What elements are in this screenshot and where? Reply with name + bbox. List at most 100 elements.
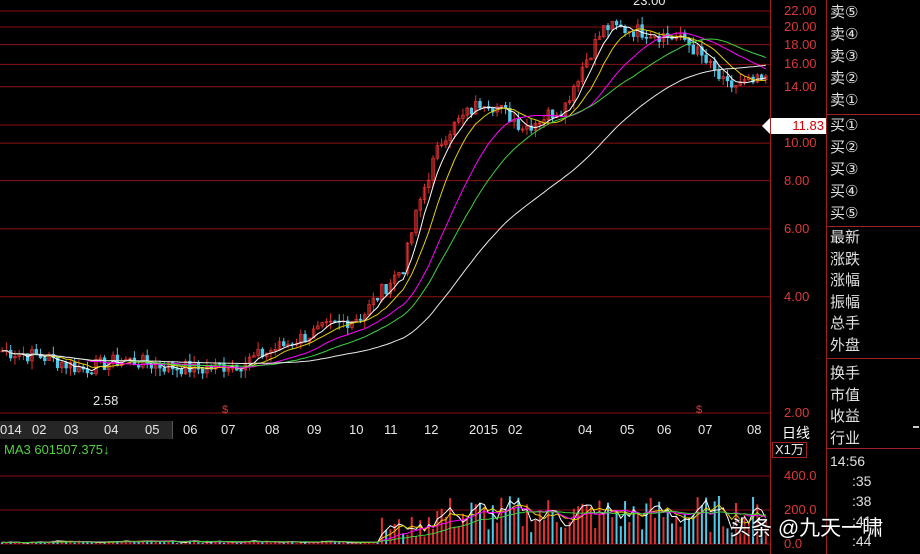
month-label: 06 — [657, 422, 672, 437]
quote-field-label: 总手 — [830, 315, 861, 332]
candle-body — [759, 74, 764, 80]
candle-body — [175, 368, 179, 371]
candle-body — [316, 325, 320, 330]
candle-body — [277, 341, 282, 350]
candle-body — [734, 84, 738, 88]
candle-body — [64, 362, 68, 369]
candle-body — [593, 38, 597, 59]
panel-separator — [826, 448, 920, 449]
month-label: 07 — [221, 422, 236, 437]
month-label: 08 — [747, 422, 762, 437]
split-marker-icon[interactable]: $ — [696, 404, 703, 416]
volume-indicator-label[interactable]: MA3 601507.375↓ — [4, 442, 110, 457]
month-label: 08 — [265, 422, 280, 437]
quote-field-label: 收益 — [830, 408, 861, 425]
candle-body — [576, 81, 580, 87]
month-label: 05 — [145, 422, 160, 437]
quote-field-label: 涨跌 — [830, 250, 861, 268]
candle-body — [610, 20, 614, 31]
candle-body — [13, 356, 17, 359]
candle-body — [721, 76, 725, 80]
candle-body — [640, 24, 644, 38]
volume-axis-label: 200.0 — [784, 502, 817, 517]
price-axis-label: 20.00 — [784, 18, 817, 34]
panel-separator — [826, 226, 920, 227]
month-label: 12 — [424, 422, 439, 437]
current-price-tag: 11.83 — [762, 118, 826, 134]
high-price-label: 23.00 — [633, 0, 666, 8]
candle-body — [405, 242, 410, 274]
candle-body — [730, 80, 734, 88]
sell-level-label: 卖③ — [830, 48, 859, 65]
candle-body — [102, 357, 107, 371]
candle-body — [324, 321, 329, 324]
candle-body — [282, 341, 286, 347]
buy-level-label: 买③ — [830, 161, 859, 178]
buy-level-label: 买② — [830, 139, 859, 156]
period-daily-button[interactable]: 日线 — [782, 425, 810, 441]
candle-body — [98, 357, 102, 360]
candle-body — [350, 320, 354, 328]
candle-body — [469, 107, 474, 115]
ma10-line — [2, 28, 766, 370]
candle-body — [431, 157, 435, 181]
split-marker-icon[interactable]: $ — [222, 404, 229, 416]
candle-body — [401, 272, 405, 274]
month-label: 09 — [307, 422, 322, 437]
candle-body — [584, 59, 589, 68]
candle-body — [90, 372, 94, 375]
month-label: 2015 — [469, 422, 498, 437]
candle-body — [8, 350, 13, 359]
candle-body — [328, 320, 333, 323]
buy-level-label: 买④ — [830, 183, 859, 200]
volume-unit-label[interactable]: X1万 — [772, 442, 807, 458]
industry-indicator — [913, 426, 919, 428]
tick-time: :44 — [852, 533, 872, 549]
candle-body — [26, 353, 30, 362]
candle-body — [392, 274, 397, 284]
candle-body — [371, 297, 376, 306]
candle-body — [375, 297, 380, 301]
candle-body — [94, 358, 98, 375]
buy-level-label: 买⑤ — [830, 205, 859, 222]
candle-body — [320, 322, 324, 327]
sell-level-label: 卖④ — [830, 26, 859, 43]
sell-level-label: 卖① — [830, 92, 859, 109]
candle-body — [179, 368, 184, 375]
candle-body — [520, 128, 525, 131]
volume-ma-line — [2, 510, 766, 544]
buy-level-label: 买① — [830, 117, 859, 134]
price-axis-label: 16.00 — [784, 56, 817, 72]
candle-body — [708, 61, 713, 63]
volume-chart[interactable] — [0, 440, 770, 554]
candle-body — [525, 125, 529, 130]
quote-field-label: 振幅 — [830, 293, 861, 311]
panel-divider — [826, 0, 827, 554]
candle-body — [725, 76, 730, 82]
candle-body — [414, 209, 418, 234]
candle-body — [738, 81, 742, 86]
candle-body — [580, 66, 585, 82]
candle-body — [563, 102, 568, 116]
quote-field-label: 涨幅 — [830, 272, 861, 289]
tick-time: :38 — [852, 493, 872, 509]
month-label: 10 — [349, 422, 364, 437]
price-axis-label: 6.00 — [784, 220, 810, 236]
candle-body — [47, 354, 51, 362]
candle-body — [474, 101, 478, 115]
candle-body — [43, 357, 47, 362]
tick-time: 14:56 — [830, 453, 866, 469]
price-chart[interactable] — [0, 0, 770, 420]
candle-body — [717, 69, 721, 80]
candle-body — [461, 114, 465, 119]
candle-body — [388, 282, 393, 295]
candle-body — [427, 179, 431, 188]
price-axis-label: 8.00 — [784, 172, 810, 188]
candle-body — [162, 367, 166, 372]
candle-body — [653, 35, 657, 38]
price-axis-label: 18.00 — [784, 36, 817, 52]
candle-body — [478, 101, 482, 109]
ma60-line — [2, 64, 766, 364]
candle-body — [77, 366, 81, 373]
candle-body — [60, 362, 64, 369]
